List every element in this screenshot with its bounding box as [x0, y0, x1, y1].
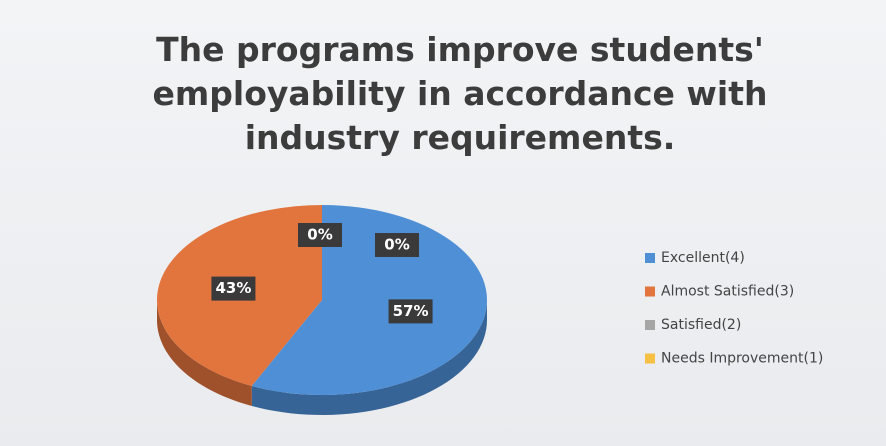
legend-label: Satisfied(2) — [661, 317, 741, 333]
legend-label: Almost Satisfied(3) — [661, 284, 794, 300]
data-label-box — [298, 223, 342, 247]
legend-label: Needs Improvement(1) — [661, 351, 823, 367]
chart-title: The programs improve students' employabi… — [152, 30, 768, 157]
data-label-box — [388, 299, 433, 324]
pie-side — [251, 300, 487, 415]
legend-swatch — [645, 320, 655, 330]
data-label-box — [375, 233, 419, 257]
data-label-box — [211, 276, 256, 301]
pie-slice — [251, 205, 487, 395]
data-label: 43% — [215, 279, 251, 297]
legend-label: Excellent(4) — [661, 250, 745, 266]
legend-swatch — [645, 286, 655, 297]
legend-swatch — [645, 253, 655, 263]
data-label: 0% — [307, 226, 332, 244]
pie-side — [157, 300, 252, 406]
legend-swatch — [645, 353, 655, 364]
data-label: 57% — [393, 302, 429, 320]
data-label: 0% — [384, 236, 409, 254]
